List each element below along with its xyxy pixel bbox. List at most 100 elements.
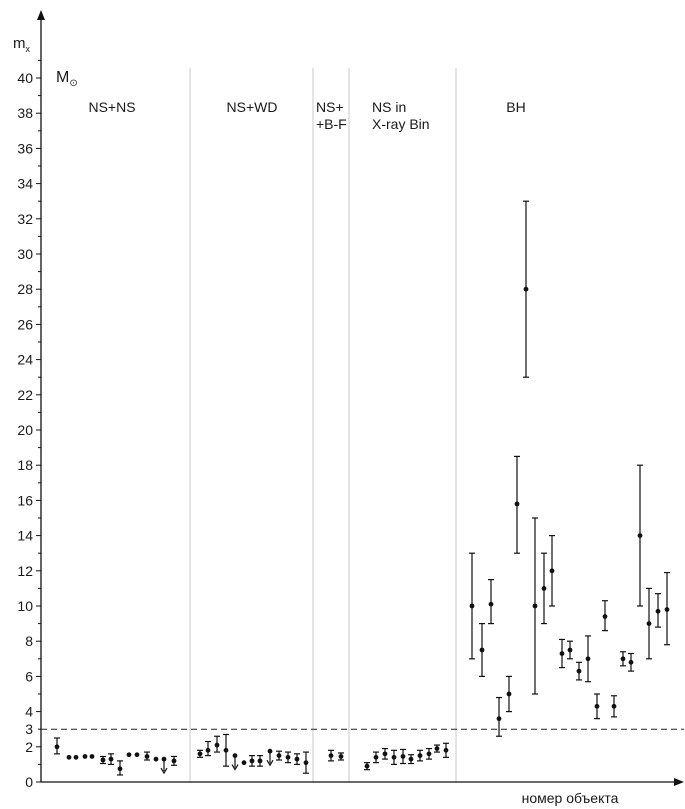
- data-point: [66, 754, 72, 760]
- data-marker: [506, 691, 512, 697]
- data-marker: [443, 747, 449, 753]
- data-point: [496, 696, 502, 737]
- data-point: [549, 534, 555, 607]
- data-marker: [285, 754, 291, 760]
- data-marker: [257, 758, 263, 764]
- upper-limit-arrow-icon: [231, 764, 239, 771]
- data-marker: [479, 647, 485, 653]
- data-marker: [400, 754, 406, 759]
- data-marker: [108, 756, 114, 762]
- data-point: [160, 756, 168, 775]
- y-tick-label: 12: [17, 563, 33, 579]
- data-point: [532, 517, 538, 695]
- data-marker: [549, 568, 555, 574]
- y-tick-label: 30: [17, 246, 33, 262]
- data-point: [506, 675, 512, 713]
- data-marker: [267, 748, 273, 754]
- data-point: [171, 755, 177, 766]
- data-point: [602, 600, 608, 632]
- data-marker: [488, 601, 494, 607]
- data-marker: [602, 614, 608, 619]
- data-marker: [82, 754, 88, 759]
- y-axis-label-sub: x: [26, 44, 31, 54]
- data-marker: [276, 753, 282, 758]
- data-marker: [205, 747, 211, 753]
- data-marker: [434, 746, 440, 751]
- section-label: BH: [506, 99, 525, 115]
- y-tick-label: 14: [17, 528, 33, 544]
- data-marker: [541, 586, 547, 591]
- data-point: [620, 651, 626, 667]
- data-point: [144, 751, 150, 761]
- x-axis-label: номер объекта: [522, 790, 619, 806]
- data-point: [628, 652, 634, 672]
- data-point: [205, 740, 211, 757]
- data-point: [443, 742, 449, 758]
- y-axis-label: mx: [13, 35, 31, 54]
- data-point: [276, 750, 282, 761]
- data-marker: [197, 751, 203, 757]
- data-point: [294, 753, 300, 766]
- data-marker: [134, 752, 140, 758]
- y-tick-label: 10: [17, 598, 33, 614]
- data-point: [214, 735, 220, 753]
- data-marker: [532, 603, 538, 609]
- section-label: X-ray Bin: [372, 116, 430, 132]
- y-tick-label: 6: [25, 668, 33, 684]
- data-point: [400, 748, 406, 765]
- y-tick-label: 2: [25, 739, 33, 755]
- data-marker: [496, 716, 502, 722]
- data-point: [126, 752, 132, 758]
- y-tick-label: 40: [17, 70, 33, 86]
- data-marker: [100, 757, 106, 763]
- data-marker: [66, 754, 72, 760]
- data-marker: [637, 533, 643, 538]
- data-point: [646, 587, 652, 660]
- data-marker: [126, 752, 132, 758]
- data-point: [223, 733, 229, 767]
- data-marker: [294, 756, 300, 762]
- data-point: [585, 635, 591, 683]
- data-point: [594, 693, 600, 720]
- y-tick-label: 8: [25, 633, 33, 649]
- data-point: [257, 754, 263, 767]
- y-tick-label: 4: [25, 704, 33, 720]
- data-point: [338, 752, 344, 761]
- data-point: [117, 760, 123, 776]
- data-marker: [117, 766, 123, 772]
- y-tick-label: 3: [25, 721, 33, 737]
- section-dividers: [189, 68, 457, 782]
- section-label: +B-F: [316, 116, 347, 132]
- upper-limit-arrow-icon: [266, 759, 274, 767]
- data-point: [100, 755, 106, 765]
- data-marker: [373, 754, 379, 760]
- data-marker: [408, 756, 414, 762]
- y-tick-label: 16: [17, 492, 33, 508]
- data-point: [108, 753, 114, 766]
- y-tick-label: 20: [17, 422, 33, 438]
- y-tick-label: 28: [17, 281, 33, 297]
- y-axis-arrow-icon: [37, 10, 45, 20]
- data-marker: [328, 753, 334, 758]
- data-point: [134, 752, 140, 758]
- data-point: [382, 747, 388, 760]
- data-point: [391, 749, 397, 766]
- data-point: [576, 661, 582, 681]
- y-axis: [37, 10, 45, 782]
- data-point: [567, 640, 573, 660]
- data-point: [488, 578, 494, 625]
- y-tick-label: 0: [25, 774, 33, 790]
- data-marker: [382, 751, 388, 757]
- data-marker: [664, 607, 670, 612]
- data-marker: [153, 756, 159, 762]
- data-point: [89, 754, 95, 759]
- data-marker: [655, 608, 661, 614]
- data-marker: [364, 763, 370, 769]
- data-points: [54, 200, 670, 776]
- y-tick-label: 26: [17, 316, 33, 332]
- data-point: [417, 749, 423, 762]
- data-marker: [559, 651, 565, 656]
- y-tick-label: 38: [17, 105, 33, 121]
- data-point: [54, 737, 60, 755]
- data-marker: [417, 753, 423, 758]
